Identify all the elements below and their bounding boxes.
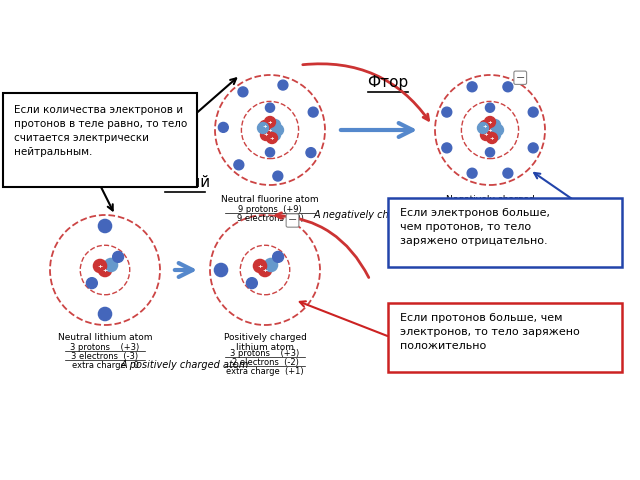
Circle shape (503, 82, 513, 92)
Circle shape (467, 82, 477, 92)
Circle shape (113, 252, 124, 262)
Circle shape (490, 120, 500, 131)
Circle shape (481, 130, 492, 141)
Circle shape (238, 87, 248, 97)
Circle shape (306, 148, 316, 157)
Circle shape (264, 124, 275, 135)
Circle shape (93, 259, 107, 273)
Text: +: + (262, 267, 268, 273)
Text: 9 electrons  (-9): 9 electrons (-9) (237, 214, 303, 223)
Circle shape (259, 120, 271, 132)
Circle shape (246, 278, 257, 288)
Text: Positively charged
lithium atom: Positively charged lithium atom (223, 333, 307, 352)
Text: 3 electrons  (-3): 3 electrons (-3) (72, 352, 139, 361)
Circle shape (218, 122, 228, 132)
Text: +: + (264, 132, 268, 137)
Text: +: + (268, 128, 272, 132)
Circle shape (493, 124, 504, 135)
Circle shape (86, 278, 97, 288)
Circle shape (273, 252, 284, 262)
Text: Neutral fluorine atom: Neutral fluorine atom (221, 195, 319, 204)
Circle shape (442, 143, 452, 153)
FancyBboxPatch shape (388, 198, 622, 267)
Text: Если электронов больше,
чем протонов, то тело
заряжено отрицательно.: Если электронов больше, чем протонов, то… (400, 208, 550, 246)
Text: −: − (288, 216, 297, 226)
Text: Neutral lithium atom: Neutral lithium atom (58, 333, 152, 342)
Circle shape (308, 107, 318, 117)
Text: Если протонов больше, чем
электронов, то тело заряжено
положительно: Если протонов больше, чем электронов, то… (400, 313, 580, 351)
Text: 2 electrons  (-2): 2 electrons (-2) (232, 358, 298, 367)
Text: Фтор: Фтор (367, 75, 408, 90)
Circle shape (477, 122, 488, 133)
Circle shape (264, 258, 278, 272)
Text: +: + (269, 135, 275, 141)
Text: +: + (268, 120, 272, 124)
Text: +: + (484, 132, 488, 137)
Text: +: + (488, 120, 492, 124)
Text: +: + (262, 123, 268, 129)
Circle shape (485, 103, 495, 112)
Text: 3 protons    (+3): 3 protons (+3) (70, 343, 140, 352)
Circle shape (266, 103, 275, 112)
Text: extra charge  (-1): extra charge (-1) (453, 229, 527, 238)
FancyBboxPatch shape (388, 303, 622, 372)
Circle shape (503, 168, 513, 178)
Text: A positively charged atom: A positively charged atom (121, 360, 249, 370)
Text: +: + (102, 267, 108, 273)
Circle shape (490, 130, 500, 141)
Circle shape (479, 120, 490, 132)
Text: 9 protons   (+9): 9 protons (+9) (457, 211, 523, 220)
Circle shape (253, 259, 267, 273)
Circle shape (269, 130, 280, 141)
Circle shape (257, 122, 269, 133)
Circle shape (264, 117, 275, 128)
Circle shape (269, 120, 280, 131)
Circle shape (273, 171, 283, 181)
Text: 9 electrons  (-9): 9 electrons (-9) (456, 220, 524, 229)
Text: +: + (483, 123, 487, 129)
Circle shape (104, 258, 118, 272)
Circle shape (234, 160, 244, 170)
Circle shape (259, 264, 271, 276)
Text: extra charge  (+1): extra charge (+1) (226, 367, 304, 376)
Text: 9 protons  (+9): 9 protons (+9) (238, 205, 302, 214)
Circle shape (99, 307, 111, 321)
Circle shape (485, 148, 495, 157)
Text: +: + (490, 135, 494, 141)
Circle shape (260, 130, 271, 141)
Text: extra charge   0: extra charge 0 (72, 361, 138, 370)
FancyBboxPatch shape (3, 93, 197, 187)
Circle shape (528, 143, 538, 153)
Text: +: + (97, 264, 102, 268)
Circle shape (273, 124, 284, 135)
Text: 3 protons    (+3): 3 protons (+3) (230, 349, 300, 358)
Circle shape (484, 124, 495, 135)
Text: A negatively charged atom: A negatively charged atom (314, 210, 446, 220)
Circle shape (278, 80, 288, 90)
Circle shape (467, 168, 477, 178)
Text: Если количества электронов и
протонов в теле равно, то тело
считается электричес: Если количества электронов и протонов в … (14, 105, 188, 157)
Circle shape (442, 107, 452, 117)
Circle shape (214, 264, 228, 276)
Text: Литий: Литий (160, 175, 210, 190)
Circle shape (486, 132, 497, 144)
Circle shape (266, 132, 278, 144)
FancyArrowPatch shape (175, 263, 193, 277)
Text: +: + (257, 264, 262, 268)
FancyArrowPatch shape (340, 123, 413, 137)
Circle shape (484, 117, 495, 128)
Text: Negatively charged
fluorine atom: Negatively charged fluorine atom (445, 195, 534, 215)
Circle shape (266, 148, 275, 157)
Circle shape (528, 107, 538, 117)
Circle shape (99, 264, 111, 276)
Text: −: − (516, 73, 525, 83)
Circle shape (99, 219, 111, 233)
Text: +: + (488, 128, 492, 132)
